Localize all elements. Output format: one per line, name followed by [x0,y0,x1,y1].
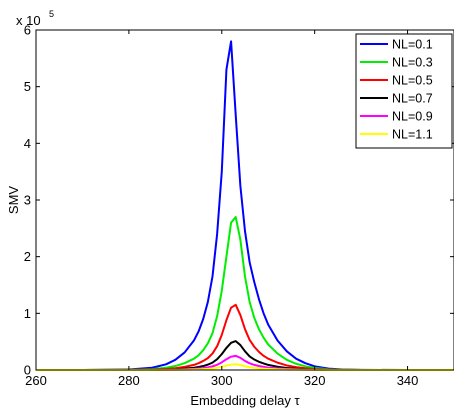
legend: NL=0.1 NL=0.3 NL=0.5 NL=0.7 NL=0.9 NL=1.1 [355,33,453,149]
legend-label-4: NL=0.7 [392,92,433,106]
legend-label-6: NL=1.1 [392,128,433,142]
y-tick-label: 6 [24,23,31,38]
legend-label-3: NL=0.5 [392,74,433,88]
y-multiplier-base: x 10 [16,13,41,28]
tick-label-layer: 260 280 300 320 340 0 1 2 3 4 5 6 [24,23,419,389]
y-multiplier-exponent: 5 [49,9,54,19]
legend-label-2: NL=0.3 [392,56,433,70]
y-tick-label: 0 [24,363,31,378]
y-tick-label: 2 [24,249,31,264]
series-line-2 [36,216,454,371]
x-tick-label: 320 [304,373,326,388]
x-tick-label: 260 [25,373,47,388]
legend-label-5: NL=0.9 [392,110,433,124]
y-tick-label: 4 [24,136,31,151]
legend-box [355,33,453,149]
x-tick-label: 280 [118,373,140,388]
x-tick-label: 340 [397,373,419,388]
y-tick-label: 1 [24,306,31,321]
series-line-1 [36,40,454,371]
tick-layer [35,29,454,371]
legend-items: NL=0.1 NL=0.3 NL=0.5 NL=0.7 NL=0.9 NL=1.1 [360,38,433,142]
y-axis-label: SMV [6,186,21,215]
y-tick-label: 3 [24,193,31,208]
x-axis-label: Embedding delay τ [190,393,300,408]
legend-label-1: NL=0.1 [392,38,433,52]
x-tick-label: 300 [211,373,233,388]
y-tick-label: 5 [24,79,31,94]
